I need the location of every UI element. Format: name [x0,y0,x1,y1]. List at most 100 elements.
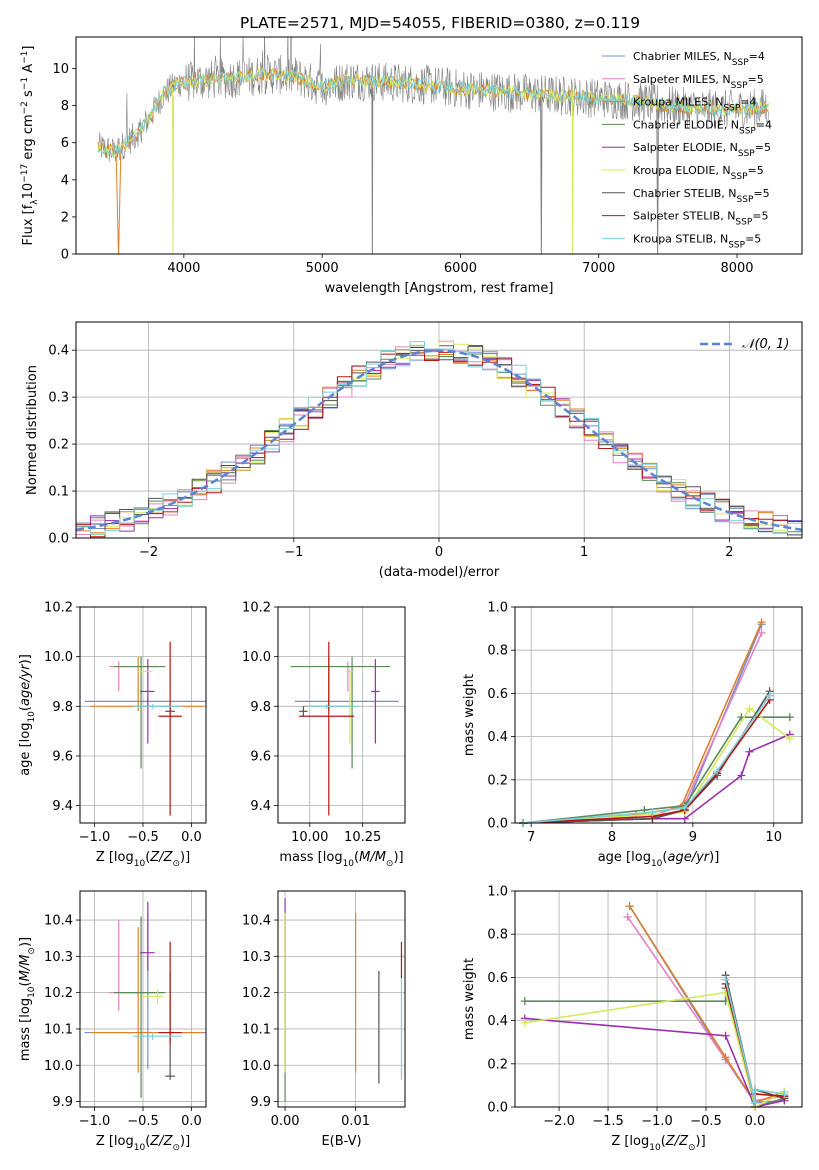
errorbar-point [137,669,153,675]
series-line [523,623,763,824]
mass-weight-vs-age-frame [514,606,803,824]
mass-vs-Z-ytick-label: 10.2 [44,986,73,1001]
age-vs-Z-ytick-label: 9.8 [52,700,73,715]
mass-weight-vs-Z-ytick-label: 0.2 [487,1057,508,1072]
residuals-ytick-label: 0.0 [48,532,69,547]
spectrum-ytick-label: 6 [61,136,69,151]
mass-weight-vs-Z-frame [514,890,803,1108]
residuals-xtick-label: 1 [580,545,588,560]
series-line [523,707,791,824]
spectrum-dropout-line [540,94,543,254]
spectrum-ytick-label: 2 [61,210,69,225]
mass-vs-Z-ytick-label: 10.3 [44,950,73,965]
spectrum-dropout-line [115,146,122,254]
legend-entry-label: Chabrier ELODIE, NSSP=4 [633,118,772,136]
series-marker [765,691,774,700]
mass-vs-EBV-xlabel: E(B-V) [321,1134,361,1149]
legend-entry-label: Salpeter MILES, NSSP=5 [633,73,764,91]
model-dropout-line [571,87,574,254]
age-vs-Z-axes: −1.0 −0.5 0.0 9.4 9.6 9.8 10.0 10.2 Z [log10(Z/Z… [18,601,206,869]
mass-weight-series [519,687,774,827]
errorbar-point [142,989,164,1004]
age-vs-mass-ytick-label: 9.6 [250,749,271,764]
residuals-ytick-label: 0.1 [48,485,69,500]
legend-entry-label: Salpeter STELIB, NSSP=5 [633,210,769,228]
series-line [523,733,791,824]
mass-vs-Z-xtick-label: 0.0 [181,1114,202,1129]
errorbar-point [305,703,359,709]
age-vs-Z-xtick-label: −0.5 [127,830,159,845]
errorbar-point [290,656,391,769]
series-line [628,905,785,1104]
mass-vs-Z-xtick-label: −1.0 [79,1114,111,1129]
mass-vs-Z-xtick-label: −0.5 [127,1114,159,1129]
mass-vs-EBV-ytick-label: 10.1 [242,1022,271,1037]
series-marker [780,1090,789,1099]
mass-vs-Z-xlabel: Z [log10(Z/Z⊙)] [96,1134,190,1153]
mass-vs-Z-plot [84,901,206,1098]
legend-entry-label: Chabrier MILES, NSSP=4 [633,50,765,68]
mass-vs-EBV-axes: 0.00 0.01 9.9 10.0 10.1 10.2 10.3 10.4 E(B-V) [242,891,405,1149]
errorbar-point [113,656,166,769]
mass-vs-Z-frame [79,890,207,1108]
age-vs-Z-xlabel: Z [log10(Z/Z⊙)] [96,850,190,869]
series-line [524,991,785,1109]
mass-weight-vs-Z-ytick-label: 0.6 [487,971,508,986]
mass-weight-vs-age-plot [519,618,794,827]
mass-weight-series [520,1014,789,1111]
age-vs-Z-ytick-label: 9.6 [52,749,73,764]
series-marker [520,1018,529,1027]
spectrum-xlabel: wavelength [Angstrom, rest frame] [325,281,554,296]
legend-entry-label: 𝒩(0, 1) [742,337,789,352]
mass-vs-EBV-ytick-label: 10.0 [242,1059,271,1074]
mass-weight-vs-Z-ytick-label: 0.8 [487,928,508,943]
errorbar-point [133,703,182,709]
series-line [628,905,785,1104]
series-marker [737,771,746,780]
spectrum-axes: 4000 5000 6000 7000 8000 0 2 4 6 8 10 wavelength [A… [20,46,754,297]
series-line [523,621,763,824]
model-spectrum-line [97,67,770,159]
legend-entry-label: Kroupa ELODIE, NSSP=5 [633,164,764,182]
series-marker [721,975,730,984]
spectrum-xtick-label: 5000 [306,261,339,276]
mass-vs-Z-ylabel: mass [log10(M/M⊙)] [18,937,37,1061]
age-vs-mass-ytick-label: 9.8 [250,700,271,715]
series-marker [750,1085,759,1094]
normal-curve-line [76,349,802,532]
age-vs-Z-ylabel: age [log10(age/yr)] [18,654,37,776]
age-vs-mass-axes: 10.00 10.25 9.4 9.6 9.8 10.0 10.2 mass [log10(M… [242,601,405,869]
mass-weight-vs-age-ytick-label: 0.2 [487,773,508,788]
age-vs-mass-ytick-label: 10.0 [242,650,271,665]
mass-weight-series [519,691,774,827]
residuals-ylabel: Normed distribution [25,365,40,495]
mass-weight-vs-Z-xtick-label: −1.5 [592,1114,624,1129]
mass-weight-vs-Z-axes: −2.0 −1.5 −1.0 −0.5 0.0 0.0 0.2 0.4 0.6 0.8 1.0 Z [… [462,885,802,1153]
legend-entry-label: Kroupa MILES, NSSP=4 [633,96,757,114]
series-marker [680,803,689,812]
series-marker [520,997,529,1006]
errorbar-point [158,941,182,1044]
mass-vs-Z-axes: −1.0 −0.5 0.0 9.9 10.0 10.1 10.2 10.3 10.4 Z [log… [18,891,206,1153]
series-line [524,1017,785,1108]
errorbar-point [109,920,158,1011]
mass-weight-vs-Z-plot [520,902,789,1111]
residual-histogram-series [76,341,802,538]
errorbar-point [158,641,182,816]
mass-weight-vs-age-xtick-label: 7 [527,830,535,845]
series-line [523,716,790,824]
series-line [523,632,763,824]
series-marker [785,734,794,743]
model-dropout-line [172,87,174,254]
series-marker [721,1053,730,1062]
series-marker [625,902,634,911]
series-line [724,979,785,1103]
legend-entry-label: Kroupa STELIB, NSSP=5 [633,232,761,250]
model-spectrum-line [97,67,770,158]
legend-entry-label: Salpeter ELODIE, NSSP=5 [633,141,771,159]
spectrum-ytick-label: 0 [61,248,69,263]
errorbar-point [371,659,380,744]
residuals-xtick-label: 0 [435,545,443,560]
mass-weight-vs-age-ytick-label: 0.0 [487,817,508,832]
